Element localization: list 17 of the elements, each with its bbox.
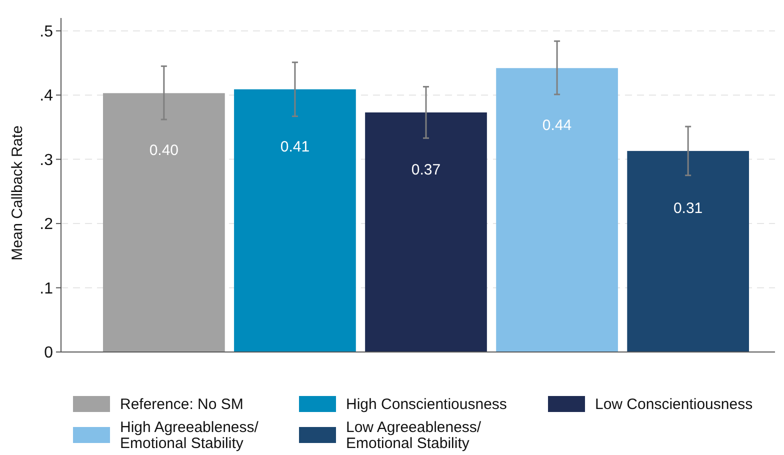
legend-label: High Agreeableness/ Emotional Stability — [120, 419, 260, 452]
y-tick-label: .1 — [40, 280, 54, 298]
legend-label: Low Agreeableness/ Emotional Stability — [346, 419, 482, 452]
legend-label: High Conscientiousness — [346, 396, 507, 413]
y-tick-label: .3 — [40, 152, 54, 169]
y-tick-label: .5 — [40, 23, 54, 40]
data-label: 0.41 — [280, 138, 310, 156]
legend-label: Low Conscientiousness — [595, 396, 753, 413]
data-label: 0.40 — [149, 142, 179, 160]
y-tick-label: 0 — [44, 344, 54, 362]
data-label: 0.37 — [411, 161, 441, 178]
legend-label: Reference: No SM — [120, 396, 244, 413]
y-tick-label: .4 — [40, 88, 54, 105]
y-axis-title: Mean Callback Rate — [9, 125, 26, 261]
y-tick-label: .2 — [40, 216, 54, 234]
data-label: 0.31 — [673, 200, 703, 217]
data-label: 0.44 — [542, 117, 572, 134]
